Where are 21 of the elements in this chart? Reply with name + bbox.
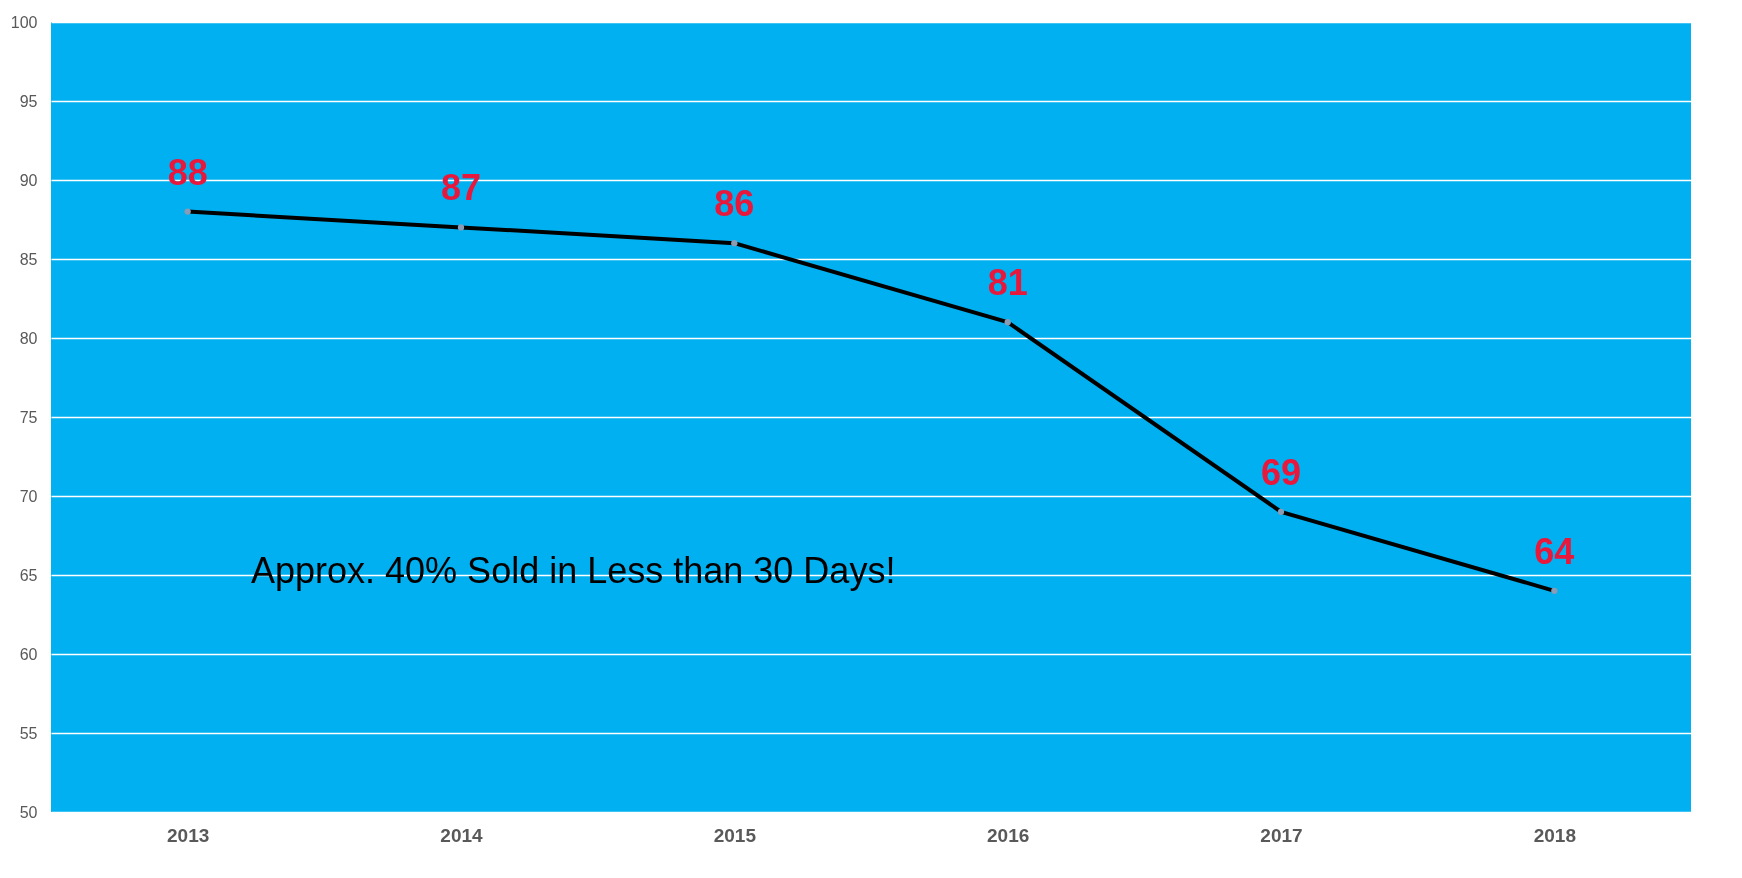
y-tick-label: 80 [19,329,38,347]
x-tick-label: 2013 [167,824,210,846]
y-tick-label: 55 [19,724,38,742]
y-tick-label: 85 [19,250,38,268]
data-label: 86 [714,183,755,225]
data-label: 81 [987,262,1028,304]
y-tick-label: 90 [19,171,38,189]
x-tick-label: 2017 [1260,824,1303,846]
y-tick-label: 65 [19,566,38,584]
x-tick-label: 2014 [440,824,484,846]
data-label: 64 [1534,530,1575,572]
y-tick-label: 60 [19,645,38,663]
data-label: 69 [1260,451,1302,493]
y-tick-label: 70 [19,487,38,505]
y-tick-label: 95 [19,92,38,110]
y-tick-label: 100 [10,13,38,31]
y-tick-label: 50 [19,803,38,821]
x-tick-label: 2016 [987,824,1030,846]
x-tick-label: 2018 [1533,824,1576,846]
x-tick-label: 2015 [713,824,757,846]
y-tick-label: 75 [19,408,38,426]
